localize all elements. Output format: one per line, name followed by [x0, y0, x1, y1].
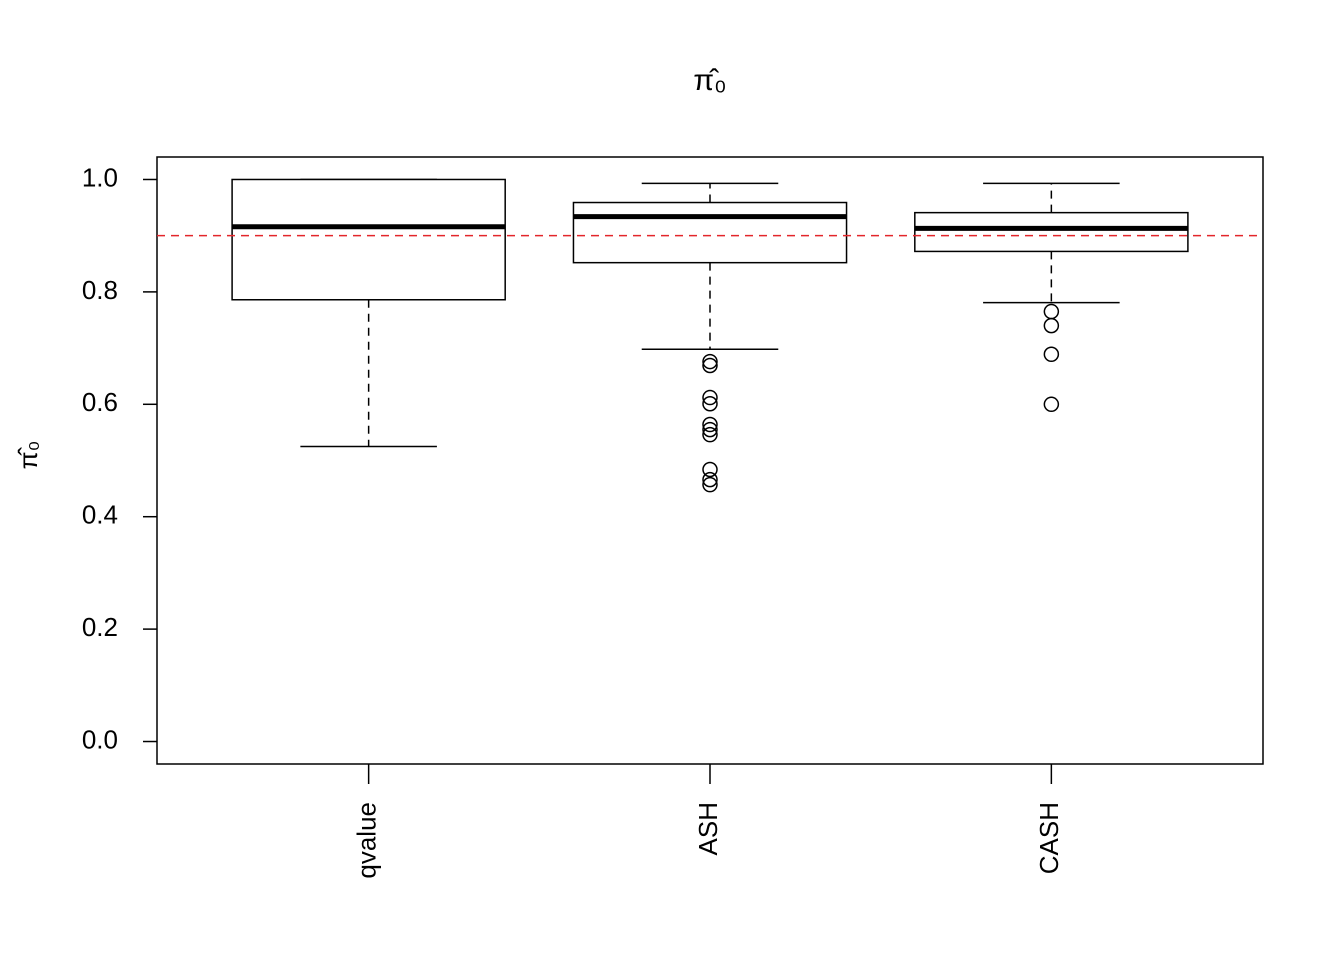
y-axis-label: π̂₀: [13, 441, 43, 470]
outlier: [1043, 303, 1060, 320]
x-tick-label: ASH: [693, 802, 723, 855]
y-tick-label: 0.6: [82, 387, 118, 417]
x-tick-label: CASH: [1034, 802, 1064, 874]
outlier: [1043, 346, 1060, 363]
outlier: [702, 426, 718, 443]
outlier: [702, 353, 718, 370]
y-tick-label: 0.2: [82, 612, 118, 642]
box: [231, 178, 506, 301]
y-tick-label: 1.0: [82, 162, 118, 192]
outlier: [1043, 317, 1060, 334]
outlier: [702, 395, 718, 412]
outlier: [702, 357, 718, 374]
box: [914, 211, 1189, 253]
outlier: [702, 461, 718, 478]
y-tick-label: 0.0: [82, 724, 118, 754]
outlier: [702, 476, 718, 493]
outlier: [702, 421, 718, 438]
x-tick-label: qvalue: [352, 802, 382, 879]
box: [572, 201, 848, 264]
outlier: [702, 416, 718, 433]
y-tick-label: 0.4: [82, 500, 118, 530]
outlier: [702, 389, 718, 406]
y-tick-label: 0.8: [82, 275, 118, 305]
outlier: [1043, 396, 1060, 413]
outlier: [702, 471, 718, 488]
chart-title: π̂₀: [693, 64, 726, 97]
